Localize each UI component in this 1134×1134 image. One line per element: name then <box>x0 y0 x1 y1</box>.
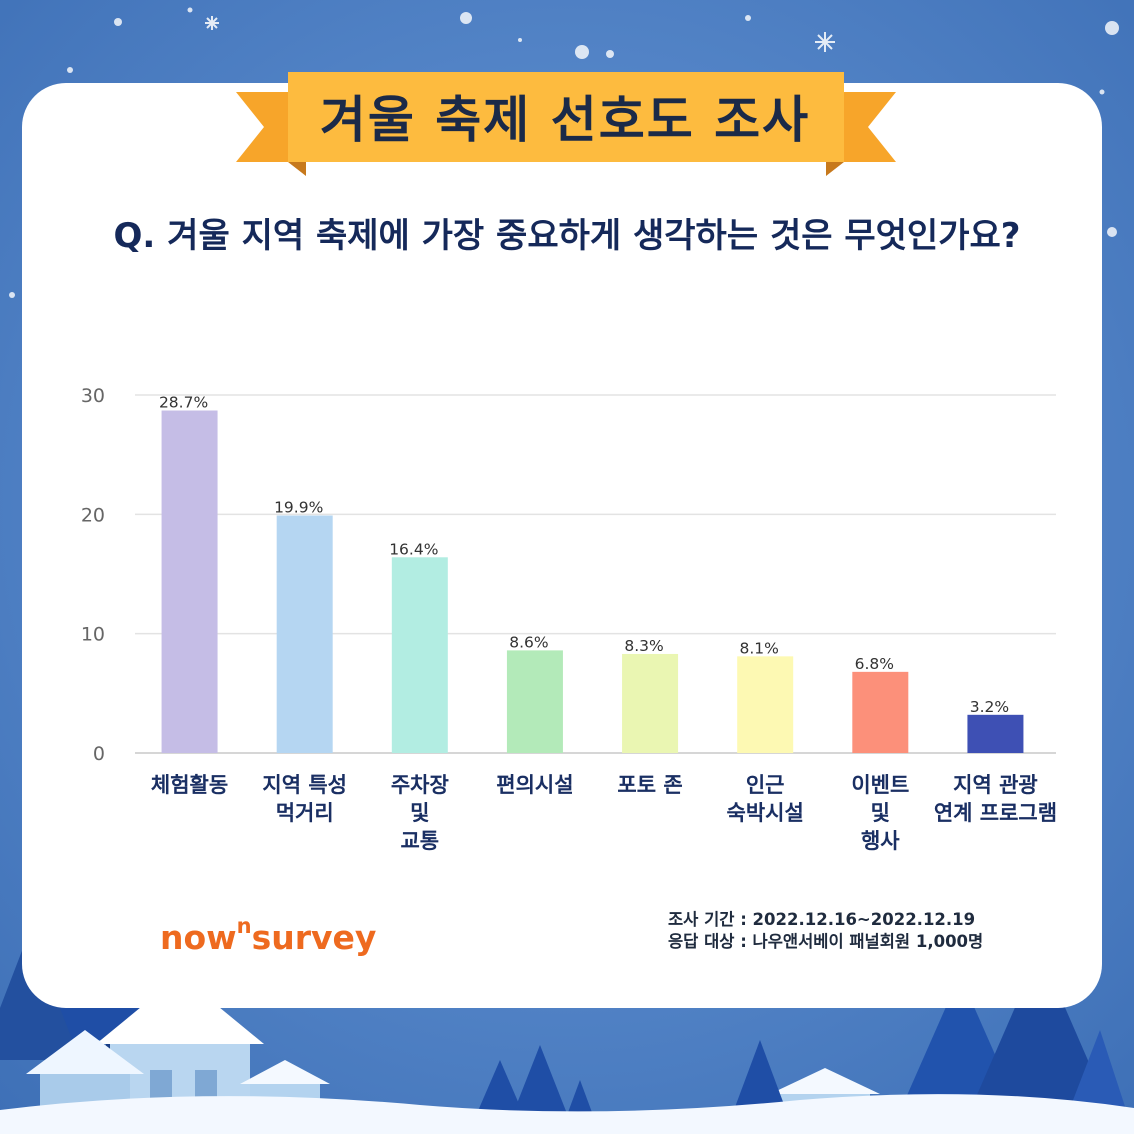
x-tick-label: 먹거리 <box>276 801 334 825</box>
x-tick-label: 주차장 <box>391 773 449 797</box>
data-label: 8.6% <box>509 633 548 651</box>
data-label: 8.1% <box>739 639 778 657</box>
bar <box>852 671 909 753</box>
x-tick-label: 인근 <box>746 773 785 797</box>
y-tick-label: 30 <box>81 385 105 407</box>
x-tick-label: 및 <box>871 801 890 825</box>
y-tick-label: 20 <box>81 504 105 526</box>
snowflakes <box>9 7 1119 298</box>
data-label: 6.8% <box>855 655 894 673</box>
data-label: 8.3% <box>624 637 663 655</box>
x-tick-label: 숙박시설 <box>727 801 804 825</box>
bar <box>967 714 1024 753</box>
survey-meta: 조사 기간 : 2022.12.16~2022.12.19 응답 대상 : 나우… <box>668 909 983 953</box>
bar <box>506 650 563 753</box>
data-label: 19.9% <box>274 499 323 517</box>
survey-period: 조사 기간 : 2022.12.16~2022.12.19 <box>668 910 976 929</box>
brand-main: now <box>160 918 237 957</box>
survey-respondents: 응답 대상 : 나우앤서베이 패널회원 1,000명 <box>668 932 984 951</box>
data-label: 3.2% <box>970 698 1009 716</box>
x-tick-label: 및 <box>410 801 429 825</box>
x-tick-label: 포토 존 <box>617 773 682 797</box>
survey-question: Q. 겨울 지역 축제에 가장 중요하게 생각하는 것은 무엇인가요? <box>113 216 1021 256</box>
data-label: 28.7% <box>159 394 208 412</box>
x-tick-label: 지역 특성 <box>262 773 347 797</box>
x-tick-label: 연계 프로그램 <box>934 801 1057 825</box>
bar <box>276 515 333 753</box>
brand-logo: nownsurvey <box>160 914 377 957</box>
bar <box>161 410 218 753</box>
bar <box>737 656 794 753</box>
x-tick-label: 지역 관광 <box>953 773 1038 797</box>
brand-tail: survey <box>251 918 377 957</box>
bar <box>391 557 448 753</box>
x-tick-label: 교통 <box>400 829 439 853</box>
x-tick-label: 체험활동 <box>151 773 228 797</box>
banner-title: 겨울 축제 선호도 조사 <box>319 91 811 149</box>
y-tick-label: 10 <box>81 624 105 646</box>
x-tick-label: 이벤트 <box>851 773 909 797</box>
bar <box>622 653 679 753</box>
brand-superscript: n <box>236 914 252 938</box>
x-tick-label: 행사 <box>861 829 900 853</box>
data-label: 16.4% <box>389 540 438 558</box>
y-tick-label: 0 <box>93 743 105 765</box>
x-tick-label: 편의시설 <box>496 773 573 797</box>
title-ribbon <box>236 72 896 176</box>
